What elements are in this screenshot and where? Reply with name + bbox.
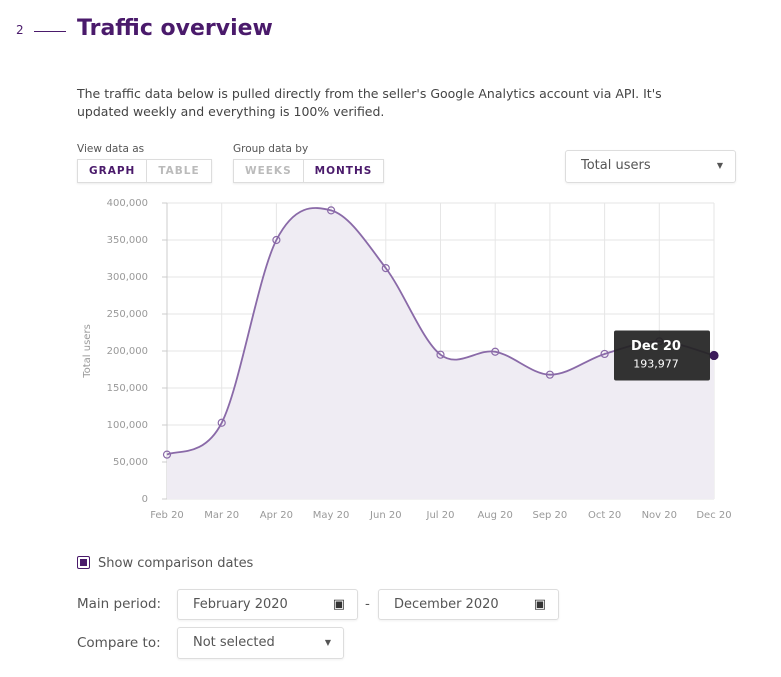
graph-button[interactable]: GRAPH [89,165,136,177]
y-axis-label: Total users [82,324,93,379]
caret: ▼ [716,161,723,170]
compare-dropdown[interactable]: Not selected ▼ [177,627,344,659]
y-tick-label: 400,000 [107,198,148,209]
months-button[interactable]: MONTHS [302,160,384,182]
x-tick-label: Nov 20 [642,510,677,521]
area [167,208,714,499]
separator: - [365,596,370,612]
start-date[interactable]: February 2020 ▣ [177,589,358,620]
main-period-label: Main period: [77,596,162,612]
y-tick-label: 100,000 [107,420,148,431]
point [381,264,390,273]
view-label: View data as [77,143,145,155]
group-label: Group data by [233,143,309,155]
point [600,349,609,359]
y-tick-label: 300,000 [107,272,148,283]
x-tick-label: Jul 20 [426,510,455,521]
point [162,450,172,459]
x-tick-label: Jun 20 [369,510,402,521]
x-tick-label: Apr 20 [260,510,293,521]
x-tick-label: May 20 [313,510,350,521]
view-toggle: GRAPH TABLE [77,159,212,183]
step-number: 2 [16,23,24,37]
caret: ▼ [324,638,331,647]
metric-value: Total users [581,158,651,173]
y-tick-label: 150,000 [107,383,148,394]
point [545,370,555,379]
point [709,350,719,361]
tooltip-value: 193,977 [633,357,679,370]
x-tick-label: Dec 20 [696,510,731,521]
compare-label: Compare to: [77,635,161,651]
y-tick-label: 0 [142,494,148,505]
y-tick-label: 350,000 [107,235,148,246]
y-tick-label: 250,000 [107,309,148,320]
calendar-icon: ▣ [332,597,345,612]
y-tick-label: 50,000 [113,457,148,468]
calendar-icon: ▣ [533,597,546,612]
point [327,206,336,215]
start-date-value: February 2020 [193,597,288,612]
x-tick-label: Mar 20 [204,510,239,521]
weeks-button[interactable]: WEEKS [245,165,292,177]
x-tick-label: Oct 20 [588,510,621,521]
group-toggle: WEEKS MONTHS [233,159,385,183]
x-tick-label: Sep 20 [533,510,568,521]
point [491,347,500,356]
end-date[interactable]: December 2020 ▣ [378,589,559,620]
point [436,350,445,359]
line [166,207,715,456]
y-tick-label: 200,000 [107,346,148,357]
checkbox-fill [80,559,87,566]
checkbox[interactable] [77,556,90,569]
metric-dropdown[interactable]: Total users ▼ [565,150,736,183]
tooltip: Dec 20 193,977 [614,330,710,381]
x-tick-label: Feb 20 [150,510,184,521]
tooltip-box [614,330,710,381]
tooltip-title: Dec 20 [631,339,681,354]
section-title: Traffic overview [77,16,273,41]
table-button[interactable]: TABLE [146,160,210,182]
compare-value: Not selected [193,635,275,650]
divider [34,31,66,32]
point [217,418,226,427]
x-tick-label: Aug 20 [477,510,512,521]
checkbox-label: Show comparison dates [98,556,254,571]
end-date-value: December 2020 [394,597,499,612]
chart: 0 50,000 100,000 150,000 200,000 250,000 300,0… [82,198,732,521]
point [272,235,281,245]
description: The traffic data below is pulled directl… [77,86,662,119]
